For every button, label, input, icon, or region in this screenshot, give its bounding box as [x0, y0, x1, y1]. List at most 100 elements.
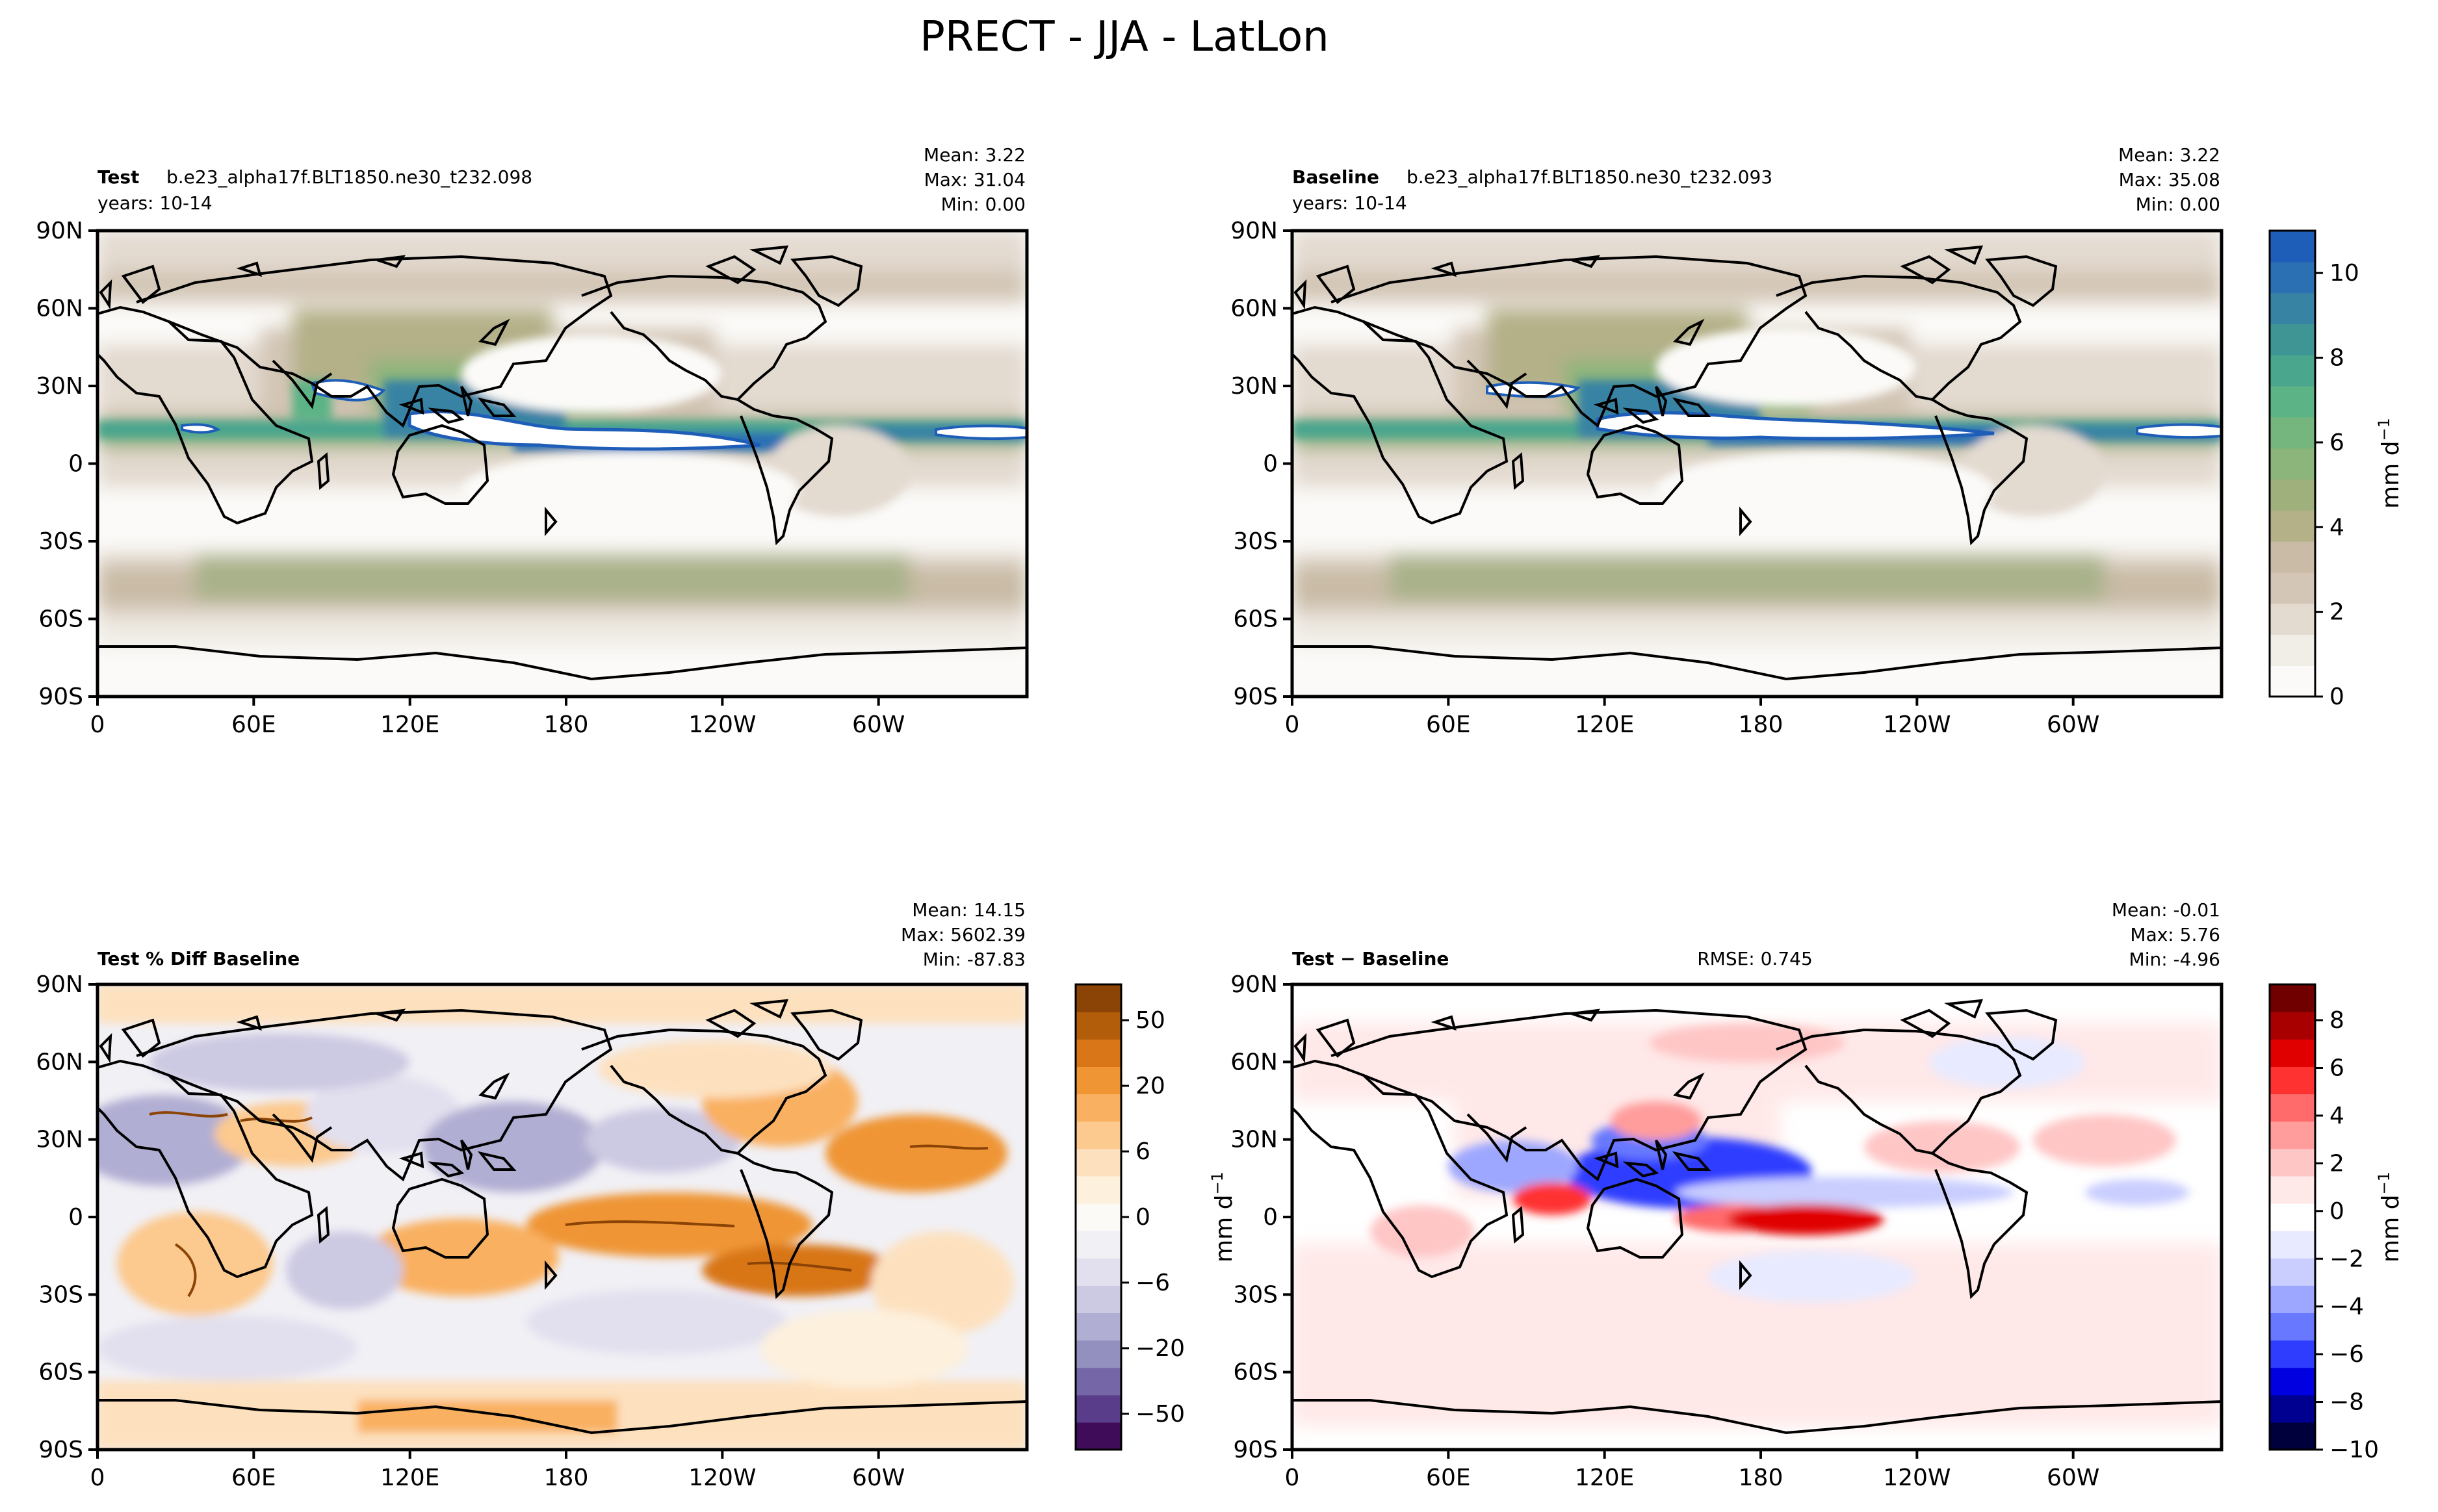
colorbar-swatch: [1076, 1175, 1121, 1204]
colorbar-difference-label: mm d−1: [2375, 1172, 2404, 1262]
colorbar-swatch: [1076, 1313, 1121, 1341]
y-tick-label: 60S: [38, 606, 83, 633]
panel-test-years: years: 10-14: [97, 192, 213, 214]
y-tick-label: 0: [68, 451, 83, 478]
colorbar-swatch: [2270, 1175, 2315, 1204]
x-tick-label: 120E: [380, 1465, 439, 1491]
x-tick-label: 180: [544, 1465, 589, 1491]
panel-test-stat-min: Min: 0.00: [941, 194, 1026, 215]
colorbar-tick-label: 6: [1135, 1138, 1150, 1165]
y-tick-label: 0: [68, 1204, 83, 1231]
x-tick-label: 0: [1285, 1465, 1300, 1491]
y-tick-label: 60S: [38, 1359, 83, 1386]
colorbar-swatch: [2270, 292, 2315, 324]
y-tick-label: 90S: [1233, 684, 1278, 710]
colorbar-tick-label: −20: [1135, 1335, 1185, 1362]
colorbar-swatch: [2270, 1313, 2315, 1341]
panel-percent-diff-label: Test % Diff Baseline: [97, 948, 300, 969]
colorbar-swatch: [2270, 1422, 2315, 1450]
panel-difference-ylabel: mm d−1: [1208, 1172, 1238, 1262]
y-tick-label: 60S: [1233, 1359, 1278, 1386]
colorbar-swatch: [2270, 572, 2315, 604]
panel-baseline-stat-max: Max: 35.08: [2119, 169, 2220, 190]
colorbar-tick-label: −50: [1135, 1401, 1185, 1428]
panel-baseline-stat-min: Min: 0.00: [2136, 194, 2220, 215]
colorbar-swatch: [2270, 416, 2315, 449]
panel-baseline-years: years: 10-14: [1292, 192, 1407, 214]
colorbar-swatch: [1076, 1367, 1121, 1396]
colorbar-tick-label: 6: [2329, 429, 2344, 456]
colorbar-swatch: [2270, 1121, 2315, 1149]
panel-baseline-xticks: 0 60E 120E 180 120W 60W: [1285, 697, 2099, 738]
y-tick-label: 90S: [1233, 1437, 1278, 1463]
x-tick-label: 180: [1739, 711, 1783, 738]
x-tick-label: 120E: [380, 711, 439, 738]
panel-percent-diff-yticks: 90N 60N 30N 0 30S 60S 90S: [36, 971, 97, 1463]
panel-difference-stat-max: Max: 5.76: [2130, 924, 2220, 945]
y-tick-label: 60N: [36, 296, 83, 322]
colorbar-tick-label: 2: [2329, 599, 2344, 626]
panel-difference-rmse: RMSE: 0.745: [1697, 948, 1813, 969]
x-tick-label: 0: [90, 1465, 105, 1491]
x-tick-label: 120W: [688, 711, 756, 738]
y-tick-label: 90S: [38, 684, 83, 710]
panel-baseline-stat-mean: Mean: 3.22: [2118, 144, 2220, 166]
colorbar-tick-label: 8: [2329, 1007, 2344, 1034]
x-tick-label: 60W: [852, 711, 905, 738]
colorbar-tick-label: 2: [2329, 1150, 2344, 1177]
colorbar-tick-label: 4: [2329, 514, 2344, 541]
colorbar-swatch: [2270, 355, 2315, 387]
x-tick-label: 180: [1739, 1465, 1783, 1491]
colorbar-tick-label: 50: [1135, 1007, 1165, 1034]
colorbar-tick-label: −4: [2329, 1294, 2364, 1320]
colorbar-swatch: [2270, 541, 2315, 573]
x-tick-label: 180: [544, 711, 589, 738]
y-tick-label: 60N: [1230, 1049, 1278, 1075]
x-tick-label: 60E: [231, 711, 276, 738]
panel-difference-yticks: 90N 60N 30N 0 30S 60S 90S: [1230, 971, 1292, 1463]
y-tick-label: 30S: [1233, 528, 1278, 555]
y-tick-label: 90N: [1230, 971, 1278, 998]
panel-test-label-bold: Test: [97, 166, 139, 188]
colorbar-swatch: [2270, 1094, 2315, 1122]
y-tick-label: 30N: [1230, 1127, 1278, 1153]
panel-percent-diff: Test % Diff Baseline Mean: 14.15 Max: 56…: [36, 899, 1185, 1491]
colorbar-tick-label: 0: [2329, 1198, 2344, 1225]
panel-difference-stat-min: Min: -4.96: [2129, 949, 2220, 970]
colorbar-swatch: [2270, 1258, 2315, 1286]
colorbar-swatch: [2270, 1039, 2315, 1067]
colorbar-swatch: [1076, 1203, 1121, 1231]
colorbar-tick-label: −6: [2329, 1341, 2364, 1368]
y-tick-label: 90N: [36, 971, 83, 998]
x-tick-label: 0: [1285, 711, 1300, 738]
x-tick-label: 60E: [231, 1465, 276, 1491]
colorbar-swatch: [1076, 1066, 1121, 1095]
colorbar-swatch: [2270, 386, 2315, 418]
colorbar-swatch: [2270, 231, 2315, 263]
panel-test-yticks: 90N 60N 30N 0 30S 60S 90S: [36, 218, 97, 710]
panel-difference-label: Test − Baseline: [1292, 948, 1449, 969]
colorbar-tick-label: 4: [2329, 1103, 2344, 1129]
panel-difference-stat-mean: Mean: -0.01: [2112, 899, 2220, 921]
panel-test: Test b.e23_alpha17f.BLT1850.ne30_t232.09…: [36, 144, 1029, 738]
y-tick-label: 90S: [38, 1437, 83, 1463]
colorbar-swatch: [2270, 984, 2315, 1012]
colorbar-frame: [2268, 983, 2316, 1451]
colorbar-swatch: [1076, 1094, 1121, 1122]
colorbar-swatch: [1076, 1121, 1121, 1149]
colorbar-swatch: [2270, 1203, 2315, 1231]
colorbar-tick-label: −6: [1135, 1270, 1170, 1296]
colorbar-tick-label: 20: [1135, 1073, 1165, 1099]
colorbar-swatch: [2270, 1148, 2315, 1177]
colorbar-tick-label: −2: [2329, 1246, 2364, 1272]
y-tick-label: 30S: [1233, 1281, 1278, 1308]
colorbar-swatch: [1076, 1012, 1121, 1040]
y-tick-label: 0: [1263, 451, 1278, 478]
colorbar-tick-label: 0: [2329, 684, 2344, 710]
panel-test-stat-max: Max: 31.04: [924, 169, 1026, 190]
colorbar-tick-label: −8: [2329, 1389, 2364, 1416]
y-tick-label: 30N: [1230, 373, 1278, 400]
colorbar-tick-label: 8: [2329, 345, 2344, 372]
x-tick-label: 120E: [1575, 711, 1634, 738]
